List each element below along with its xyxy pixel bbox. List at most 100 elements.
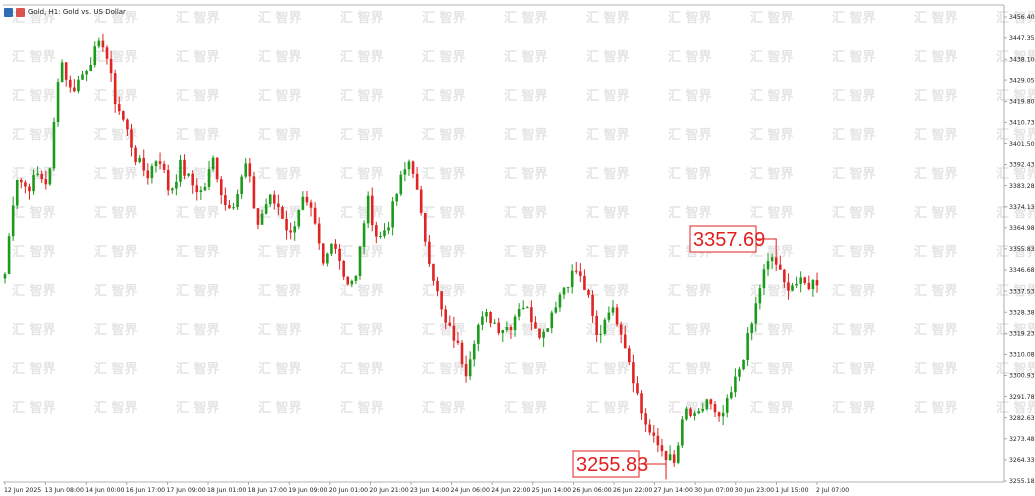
candle-body (313, 207, 317, 224)
time-tick-label: 20 Jun 01:00 (329, 487, 368, 494)
candle-body (440, 291, 443, 310)
candle-body (803, 277, 807, 283)
chart-title: Gold, H1: Gold vs. US Dollar (28, 8, 126, 16)
candle-body (224, 195, 227, 206)
time-tick-label: 24 Jun 06:00 (451, 487, 490, 494)
indicator-icon (16, 7, 25, 17)
candle-body (648, 424, 652, 433)
watermark-tile: 汇 智界 (832, 244, 876, 260)
watermark-tile: 汇 智界 (914, 361, 958, 377)
watermark-tile: 汇 智界 (94, 49, 138, 65)
high-price-callout-leader (756, 238, 777, 245)
watermark-tile: 汇 智界 (996, 400, 1035, 416)
candle-body (595, 315, 598, 335)
candle-body (199, 190, 203, 193)
candle-body (815, 280, 819, 286)
candle-body (411, 161, 415, 174)
time-tick-label: 16 Jun 17:00 (126, 487, 165, 494)
candle-body (566, 287, 570, 289)
candle-body (7, 236, 11, 275)
watermark-tile: 汇 智界 (94, 283, 138, 299)
candle-body (379, 236, 382, 238)
chart-title-bar: Gold, H1: Gold vs. US Dollar (4, 6, 126, 18)
watermark-tile: 汇 智界 (914, 88, 958, 104)
watermark-tile: 汇 智界 (340, 283, 384, 299)
candle-body (579, 271, 582, 276)
watermark-tile: 汇 智界 (340, 88, 384, 104)
price-tick-label: 3255.18 (1009, 478, 1035, 485)
price-tick-label: 3291.78 (1009, 394, 1035, 401)
watermark-tile: 汇 智界 (832, 49, 876, 65)
watermark-tile: 汇 智界 (176, 49, 220, 65)
candle-body (277, 203, 280, 208)
watermark-tile: 汇 智界 (832, 400, 876, 416)
candle-body (207, 169, 211, 187)
watermark-tile: 汇 智界 (750, 10, 794, 26)
watermark-tile: 汇 智界 (668, 400, 712, 416)
candle-body (521, 308, 525, 310)
candle-body (603, 319, 607, 334)
candle-body (60, 62, 64, 83)
watermark-tile: 汇 智界 (176, 88, 220, 104)
watermark-tile: 汇 智界 (832, 88, 876, 104)
price-tick-label: 3273.48 (1009, 436, 1035, 443)
candle-body (36, 173, 39, 175)
candle-body (538, 328, 541, 338)
watermark-tile: 汇 智界 (586, 400, 630, 416)
price-tick-label: 3456.40 (1009, 14, 1035, 21)
watermark-tile: 汇 智界 (12, 322, 56, 338)
candle-body (268, 194, 272, 205)
price-tick-label: 3447.35 (1009, 35, 1035, 42)
candle-body (354, 275, 358, 281)
candle-body (183, 159, 186, 176)
candle-body (403, 169, 407, 175)
candle-body (628, 348, 631, 363)
candle-body (668, 454, 672, 461)
candle-body (554, 307, 558, 313)
candle-body (452, 325, 456, 341)
candle-body (750, 323, 754, 333)
candle-body (415, 173, 419, 190)
candle-body (672, 454, 676, 463)
candle-body (787, 282, 790, 291)
candle-body (215, 157, 219, 180)
watermark-tile: 汇 智界 (586, 10, 630, 26)
candle-body (636, 383, 639, 394)
watermark-tile: 汇 智界 (340, 166, 384, 182)
candle-body (619, 324, 623, 335)
watermark-tile: 汇 智界 (750, 361, 794, 377)
candle-body (285, 218, 288, 231)
candle-body (244, 163, 248, 177)
watermark-tile: 汇 智界 (914, 400, 958, 416)
candle-body (407, 161, 411, 170)
low-price-callout-leader (639, 463, 667, 480)
candle-body (370, 195, 374, 226)
candle-body (350, 280, 354, 285)
candle-body (387, 227, 390, 231)
candle-body (681, 419, 684, 446)
watermark-tile: 汇 智界 (750, 127, 794, 143)
watermark-tile: 汇 智界 (258, 400, 302, 416)
candle-body (309, 202, 313, 208)
watermark-tile: 汇 智界 (750, 322, 794, 338)
candle-body (113, 73, 117, 105)
candle-body (252, 176, 256, 209)
watermark-tile: 汇 智界 (422, 205, 466, 221)
watermark-tile: 汇 智界 (914, 166, 958, 182)
time-tick-label: 25 Jun 14:00 (532, 487, 571, 494)
watermark-tile: 汇 智界 (996, 283, 1035, 299)
candle-body (477, 324, 480, 344)
time-tick-label: 14 Jun 00:00 (85, 487, 124, 494)
price-tick-label: 3346.68 (1009, 267, 1035, 274)
price-tick-label: 3429.05 (1009, 77, 1035, 84)
candle-body (774, 257, 778, 265)
candle-body (305, 196, 309, 203)
candle-body (15, 179, 19, 206)
candle-body (321, 243, 325, 264)
watermark-tile: 汇 智界 (504, 400, 548, 416)
watermark-tile: 汇 智界 (668, 10, 712, 26)
candle-body (778, 264, 782, 270)
candle-body (444, 309, 447, 323)
